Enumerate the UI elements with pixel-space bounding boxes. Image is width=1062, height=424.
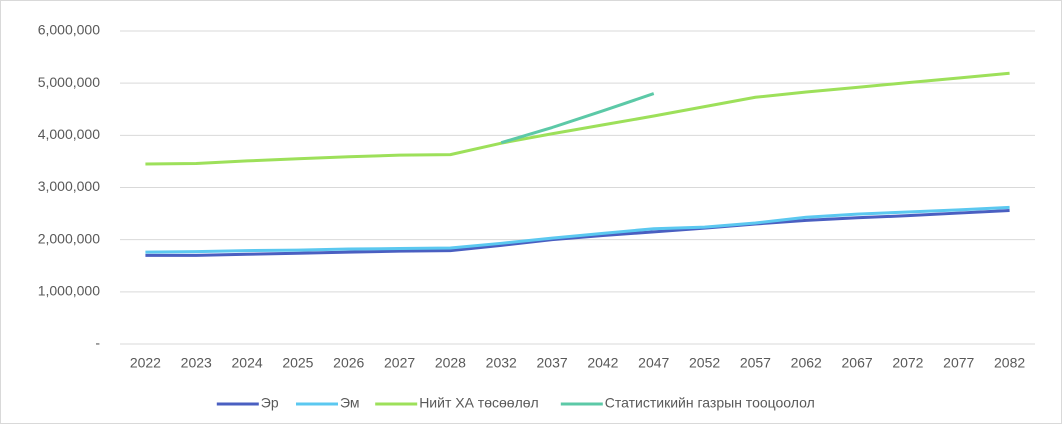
x-tick-label: 2082 bbox=[994, 355, 1025, 371]
y-tick-label: 3,000,000 bbox=[38, 178, 100, 194]
x-tick-label: 2026 bbox=[333, 355, 364, 371]
x-tick-label: 2028 bbox=[435, 355, 466, 371]
series-line bbox=[145, 205, 1010, 254]
x-tick-label: 2062 bbox=[791, 355, 822, 371]
series-line bbox=[145, 208, 1010, 257]
series-line bbox=[145, 71, 1010, 166]
x-tick-label: 2025 bbox=[282, 355, 313, 371]
x-tick-label: 2077 bbox=[943, 355, 974, 371]
x-tick-label: 2037 bbox=[537, 355, 568, 371]
y-tick-label: 4,000,000 bbox=[38, 126, 100, 142]
legend-label: Эр bbox=[261, 395, 279, 411]
legend-label: Эм bbox=[340, 395, 360, 411]
legend-label: Статистикийн газрын тооцоолол bbox=[605, 395, 815, 411]
x-tick-label: 2042 bbox=[587, 355, 618, 371]
x-tick-label: 2052 bbox=[689, 355, 720, 371]
x-tick-label: 2072 bbox=[892, 355, 923, 371]
legend-label: Нийт ХА төсөөлөл bbox=[419, 395, 539, 411]
x-tick-label: 2022 bbox=[130, 355, 161, 371]
x-tick-label: 2057 bbox=[740, 355, 771, 371]
series-line bbox=[500, 92, 655, 145]
x-tick-label: 2023 bbox=[181, 355, 212, 371]
x-tick-label: 2032 bbox=[486, 355, 517, 371]
x-tick-label: 2027 bbox=[384, 355, 415, 371]
x-tick-label: 2024 bbox=[232, 355, 263, 371]
y-tick-label: - bbox=[95, 335, 100, 351]
y-tick-label: 1,000,000 bbox=[38, 283, 100, 299]
x-tick-label: 2067 bbox=[842, 355, 873, 371]
x-tick-label: 2047 bbox=[638, 355, 669, 371]
y-tick-label: 5,000,000 bbox=[38, 74, 100, 90]
y-tick-label: 2,000,000 bbox=[38, 230, 100, 246]
y-tick-label: 6,000,000 bbox=[38, 22, 100, 38]
